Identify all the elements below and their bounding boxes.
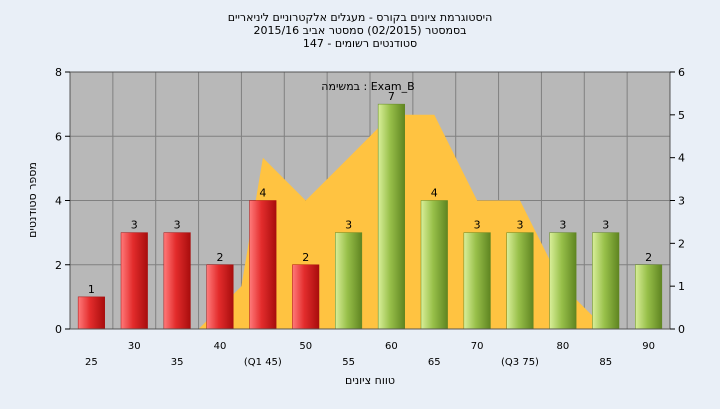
bar-value-label: 3 bbox=[174, 219, 181, 232]
y-tick-label-right: 6 bbox=[678, 66, 685, 79]
bar-value-label: 3 bbox=[559, 219, 566, 232]
bar bbox=[249, 200, 277, 330]
x-tick-label: 60 bbox=[385, 341, 398, 352]
x-tick-label: 30 bbox=[128, 341, 141, 352]
x-tick-label: 50 bbox=[299, 341, 312, 352]
bar-value-label: 3 bbox=[345, 219, 352, 232]
bar bbox=[506, 232, 534, 330]
x-tick-label: 65 bbox=[428, 357, 441, 368]
bar bbox=[292, 264, 320, 330]
y-tick-label-left: 0 bbox=[55, 323, 62, 336]
y-tick-label-left: 8 bbox=[55, 66, 62, 79]
y-axis-title: מספר סטודנטים bbox=[26, 162, 39, 238]
chart-title-line-2: בסמסטר (02/2015) סמסטר אביב 2015/16 bbox=[253, 24, 466, 37]
x-tick-label: (Q3 75) bbox=[501, 357, 539, 368]
chart-title-line-1: היסטוגרמת ציונים בקורס - מעגלים אלקטרוני… bbox=[228, 11, 493, 24]
bar-value-label: 1 bbox=[88, 283, 95, 296]
bar-value-label: 7 bbox=[388, 90, 395, 103]
bar bbox=[549, 232, 577, 330]
x-tick-label: 70 bbox=[471, 341, 484, 352]
assignment-label: במשימה : Exam_B bbox=[321, 80, 414, 93]
bar bbox=[77, 296, 105, 330]
bar bbox=[163, 232, 191, 330]
y-tick-label-right: 2 bbox=[678, 237, 685, 250]
y-tick-label-right: 4 bbox=[678, 152, 685, 165]
bar-value-label: 4 bbox=[259, 187, 266, 200]
bar-value-label: 4 bbox=[431, 187, 438, 200]
bar bbox=[463, 232, 491, 330]
bar-value-label: 3 bbox=[474, 219, 481, 232]
x-axis-title: טווח ציונים bbox=[345, 374, 395, 387]
y-tick-label-left: 6 bbox=[55, 130, 62, 143]
bar-value-label: 2 bbox=[302, 251, 309, 264]
x-tick-label: 35 bbox=[171, 357, 184, 368]
bar bbox=[120, 232, 148, 330]
y-tick-label-right: 3 bbox=[678, 195, 685, 208]
bar-value-label: 3 bbox=[517, 219, 524, 232]
y-tick-label-right: 0 bbox=[678, 323, 685, 336]
y-axis-left: 0 2 4 6 8 bbox=[55, 66, 70, 336]
bar bbox=[335, 232, 363, 330]
bar bbox=[377, 103, 405, 330]
x-tick-label: 25 bbox=[85, 357, 98, 368]
bar-value-label: 2 bbox=[217, 251, 224, 264]
bar bbox=[592, 232, 620, 330]
bar-value-label: 2 bbox=[645, 251, 652, 264]
y-tick-label-left: 2 bbox=[55, 259, 62, 272]
bar-value-label: 3 bbox=[602, 219, 609, 232]
x-tick-label: (Q1 45) bbox=[244, 357, 282, 368]
y-tick-label-left: 4 bbox=[55, 195, 62, 208]
bar bbox=[635, 264, 663, 330]
y-axis-right: 0 1 2 3 4 5 6 bbox=[670, 66, 685, 336]
chart-title-line-3: סטודנטים רשומים - 147 bbox=[303, 37, 417, 50]
y-tick-label-right: 5 bbox=[678, 109, 685, 122]
y-tick-label-right: 1 bbox=[678, 280, 685, 293]
bar-value-label: 3 bbox=[131, 219, 138, 232]
x-tick-label: 40 bbox=[214, 341, 227, 352]
x-tick-label: 55 bbox=[342, 357, 355, 368]
x-tick-label: 80 bbox=[556, 341, 569, 352]
bar-value-labels: 1 3 3 2 4 2 3 7 4 3 3 3 3 2 bbox=[88, 90, 652, 296]
x-tick-label: 90 bbox=[642, 341, 655, 352]
x-tick-label: 85 bbox=[599, 357, 612, 368]
bar bbox=[206, 264, 234, 330]
x-axis: 25 30 35 40 (Q1 45) 50 55 60 65 70 (Q3 75) 80 85 90 bbox=[85, 341, 655, 368]
bars bbox=[77, 103, 663, 330]
bar bbox=[420, 200, 448, 330]
